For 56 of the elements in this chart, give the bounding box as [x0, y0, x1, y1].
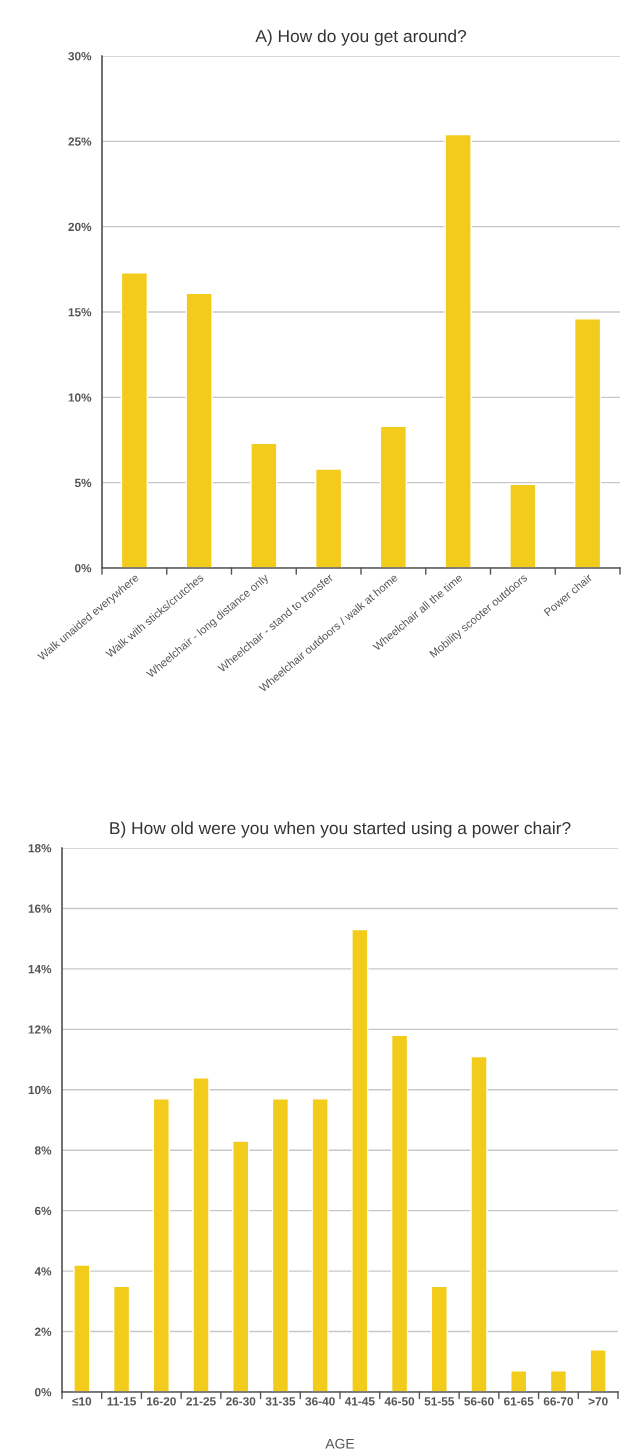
y-tick-label: 10%	[68, 393, 92, 402]
bar	[444, 133, 472, 568]
x-tick-label: 16-20	[146, 1397, 176, 1406]
bar	[192, 1076, 210, 1392]
bar	[271, 1098, 290, 1392]
bar	[470, 1055, 488, 1392]
y-tick-label: 5%	[74, 478, 92, 488]
bar	[351, 928, 369, 1392]
y-tick-label: 14%	[28, 964, 52, 974]
x-tick-label: 46-50	[384, 1397, 415, 1406]
x-tick-label: 11-15	[107, 1397, 137, 1406]
y-tick-label: 8%	[34, 1146, 52, 1155]
bar	[430, 1285, 448, 1392]
y-tick-label: 12%	[28, 1025, 52, 1034]
bar	[379, 425, 408, 568]
bar	[589, 1348, 607, 1392]
bar	[232, 1140, 250, 1392]
chart-title: A) How do you get around?	[255, 29, 467, 46]
x-tick-label: 36-40	[305, 1397, 335, 1406]
y-tick-label: 2%	[34, 1327, 52, 1336]
y-tick-label: 16%	[28, 904, 52, 913]
x-tick-label: 61-65	[504, 1397, 534, 1406]
bar	[314, 468, 343, 568]
x-tick-label: 66-70	[543, 1397, 574, 1406]
bar	[152, 1098, 170, 1392]
y-tick-label: 25%	[68, 137, 92, 146]
x-tick-label: 56-60	[464, 1397, 494, 1406]
y-tick-label: 30%	[68, 52, 92, 61]
y-tick-label: 0%	[74, 564, 92, 573]
bar	[573, 318, 602, 568]
bar	[311, 1098, 329, 1392]
bar	[120, 272, 149, 568]
bar	[509, 483, 537, 568]
bar	[112, 1285, 131, 1392]
x-axis-title: AGE	[325, 1438, 355, 1449]
x-tick-label: 26-30	[226, 1397, 256, 1406]
bar	[250, 442, 278, 568]
bar	[549, 1370, 568, 1392]
x-tick-label: ≤10	[72, 1397, 92, 1406]
x-tick-label: 41-45	[344, 1397, 375, 1406]
y-tick-label: 15%	[68, 308, 92, 317]
y-tick-label: 6%	[34, 1206, 52, 1216]
y-tick-label: 10%	[28, 1085, 52, 1095]
bar	[510, 1370, 528, 1392]
bar	[73, 1264, 91, 1392]
y-tick-label: 18%	[28, 844, 52, 853]
x-tick-label: >70	[588, 1397, 608, 1406]
x-tick-label: 51-55	[424, 1397, 455, 1406]
y-tick-label: 4%	[34, 1267, 52, 1276]
chart-title: B) How old were you when you started using a power chair?	[110, 821, 571, 838]
bar	[390, 1034, 409, 1392]
x-tick-label: 21-25	[186, 1397, 216, 1406]
x-tick-label: 31-35	[265, 1397, 296, 1406]
bar	[185, 292, 213, 568]
y-tick-label: 0%	[34, 1388, 52, 1397]
y-tick-label: 20%	[68, 222, 92, 232]
